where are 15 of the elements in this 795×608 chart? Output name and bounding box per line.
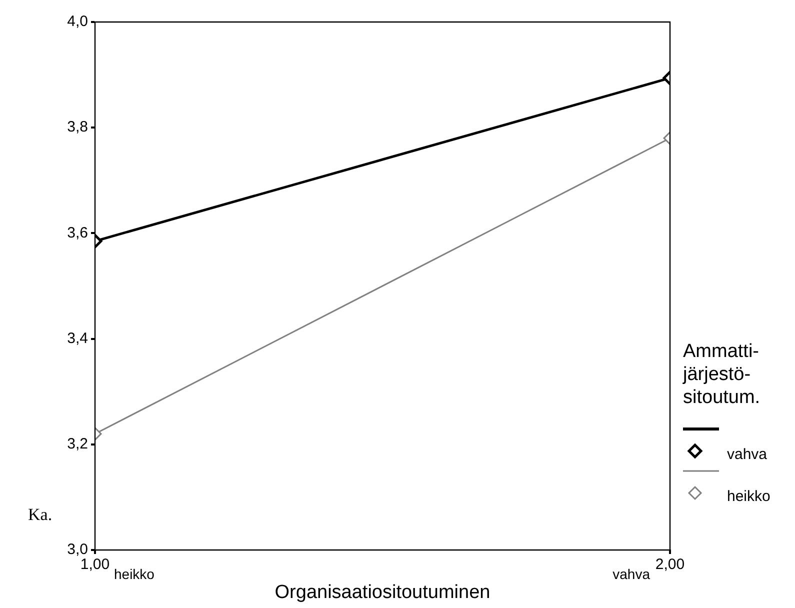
x-axis-title: Organisaatiositoutuminen <box>274 582 490 603</box>
text: heikko <box>114 566 155 582</box>
legend-label: vahva <box>727 446 768 463</box>
y-axis-title: Ka. <box>28 505 52 525</box>
text: vahva <box>612 566 650 582</box>
y-tick-label: 3,8 <box>67 118 88 136</box>
legend-title: Ammatti-järjestö-sitoutum. <box>683 340 762 409</box>
y-tick-label: 3,0 <box>67 541 88 558</box>
y-tick-label: 3,4 <box>67 330 88 347</box>
y-tick-label: 4,0 <box>67 13 88 30</box>
legend-label: heikko <box>727 488 770 505</box>
y-tick-label: 3,2 <box>67 436 88 453</box>
y-tick-label: 3,6 <box>67 224 88 242</box>
x-tick-label: 2,00 <box>655 556 685 574</box>
x-tick-label: 1,00 <box>80 556 110 574</box>
